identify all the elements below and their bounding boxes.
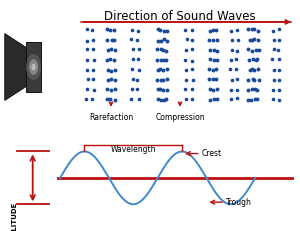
Text: AMPLITUDE: AMPLITUDE xyxy=(12,201,18,231)
Text: Compression: Compression xyxy=(155,113,205,122)
Text: Wavelength: Wavelength xyxy=(110,145,156,154)
Polygon shape xyxy=(5,34,26,100)
Circle shape xyxy=(32,64,35,70)
Text: Trough: Trough xyxy=(226,198,252,207)
Circle shape xyxy=(27,55,40,79)
Text: Rarefaction: Rarefaction xyxy=(89,113,133,122)
Text: Crest: Crest xyxy=(201,149,222,158)
Text: Direction of Sound Waves: Direction of Sound Waves xyxy=(104,10,256,23)
Bar xyxy=(26,43,41,91)
Circle shape xyxy=(30,60,38,74)
